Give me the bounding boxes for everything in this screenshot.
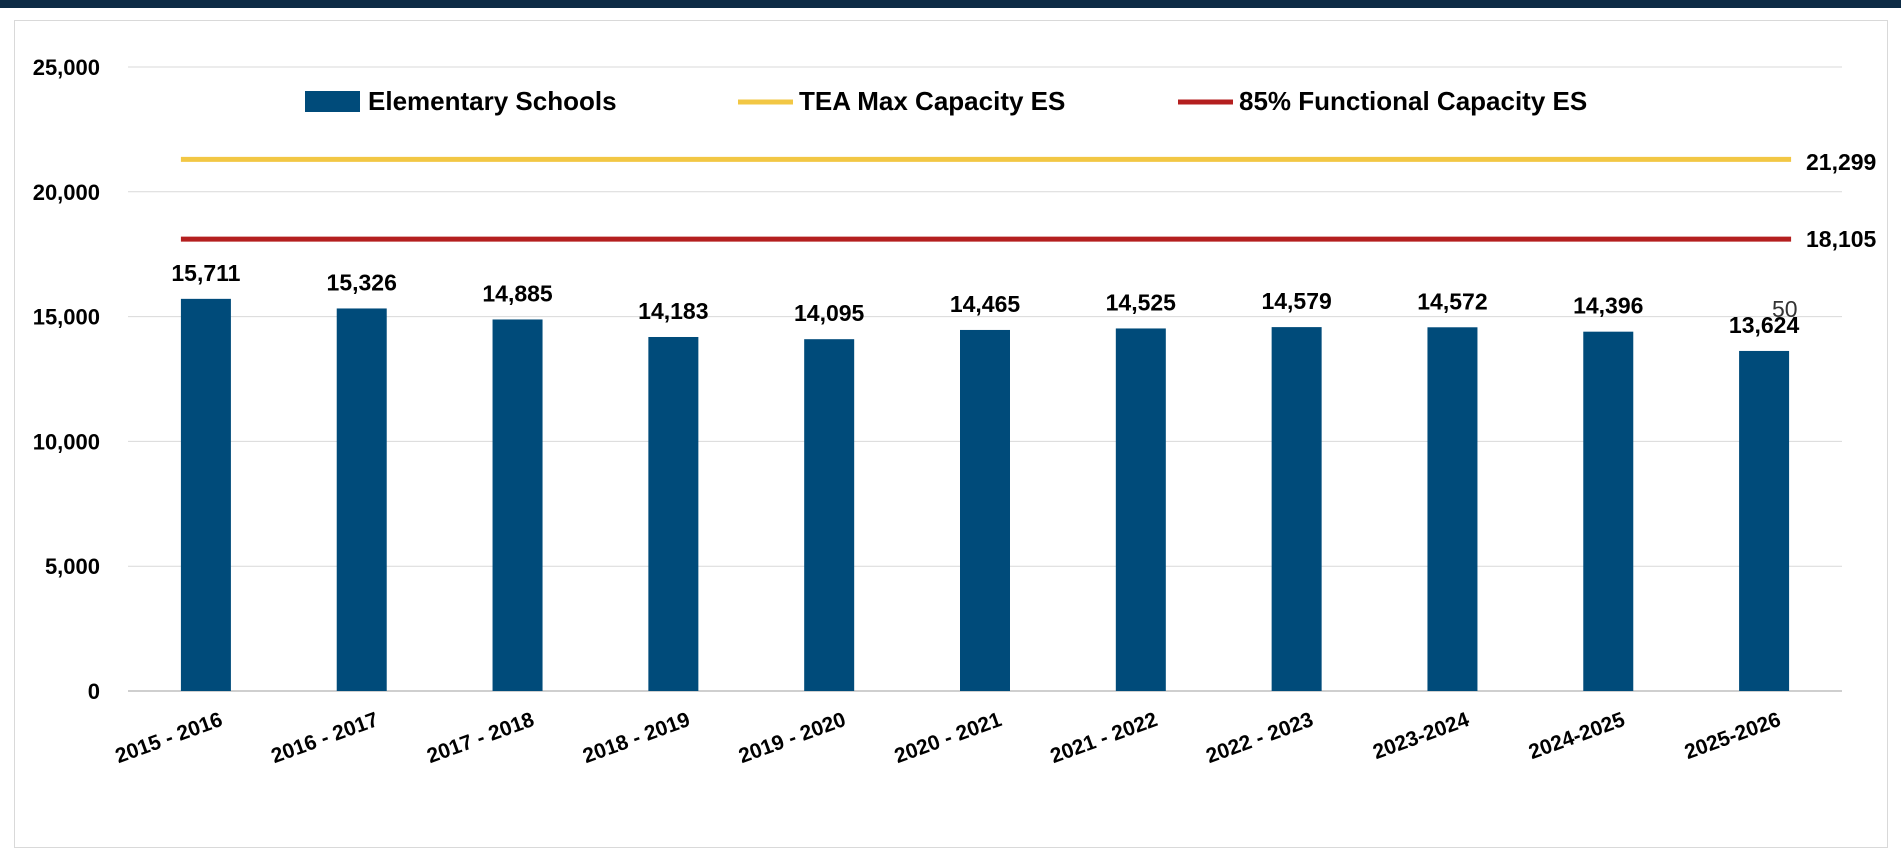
legend-label-elementary-schools: Elementary Schools bbox=[368, 86, 617, 116]
bar-10 bbox=[1739, 350, 1790, 691]
legend-label-tea-max: TEA Max Capacity ES bbox=[799, 86, 1065, 116]
y-tick-label: 10,000 bbox=[33, 429, 100, 454]
bar-1 bbox=[336, 308, 387, 691]
legend: Elementary Schools TEA Max Capacity ES 8… bbox=[305, 86, 1587, 116]
y-tick-label: 5,000 bbox=[45, 554, 100, 579]
x-tick-label: 2016 - 2017 bbox=[268, 708, 381, 768]
y-axis-ticks: 0 5,000 10,000 15,000 20,000 25,000 bbox=[33, 55, 100, 704]
bar-value-label: 14,579 bbox=[1261, 288, 1331, 314]
y-tick-label: 20,000 bbox=[33, 180, 100, 205]
bar-value-label: 15,326 bbox=[327, 269, 397, 295]
bar-3 bbox=[648, 336, 699, 691]
x-tick-label: 2024-2025 bbox=[1526, 708, 1629, 764]
top-band bbox=[0, 0, 1901, 8]
y-tick-label: 15,000 bbox=[33, 305, 100, 330]
x-tick-label: 2017 - 2018 bbox=[424, 708, 538, 768]
x-tick-label: 2023-2024 bbox=[1370, 708, 1473, 764]
x-tick-label: 2020 - 2021 bbox=[891, 708, 1005, 768]
legend-label-functional-capacity: 85% Functional Capacity ES bbox=[1239, 86, 1587, 116]
bar-2 bbox=[492, 319, 543, 691]
end-label-tea-max: 21,299 bbox=[1806, 149, 1876, 175]
bar-value-label: 13,624 bbox=[1729, 312, 1800, 338]
bar-value-label: 14,396 bbox=[1573, 293, 1643, 319]
end-label-functional-capacity: 18,105 bbox=[1806, 226, 1877, 252]
bar-value-label: 14,525 bbox=[1106, 289, 1177, 315]
bar-value-label: 15,711 bbox=[171, 260, 240, 286]
x-tick-label: 2025-2026 bbox=[1682, 708, 1784, 764]
capacity-lines bbox=[180, 156, 1792, 242]
bar-5 bbox=[960, 329, 1010, 691]
stray-annotation: 50 bbox=[1772, 296, 1798, 322]
x-tick-label: 2018 - 2019 bbox=[580, 708, 693, 768]
x-axis-ticks: 2015 - 2016 2016 - 2017 2017 - 2018 2018 - … bbox=[112, 708, 1783, 768]
x-tick-label: 2021 - 2022 bbox=[1047, 708, 1160, 768]
bar-value-label: 14,465 bbox=[950, 291, 1021, 317]
bar-0 bbox=[180, 298, 231, 691]
x-tick-label: 2015 - 2016 bbox=[112, 708, 225, 768]
bar-8 bbox=[1427, 327, 1478, 691]
bars bbox=[180, 298, 1790, 691]
bar-value-label: 14,885 bbox=[482, 280, 553, 306]
bar-4 bbox=[804, 339, 855, 691]
bar-9 bbox=[1583, 331, 1634, 691]
bar-value-label: 14,572 bbox=[1417, 288, 1487, 314]
data-labels: 15,711 15,326 14,885 14,183 14,095 14,465 14,5… bbox=[171, 260, 1799, 338]
y-tick-label: 25,000 bbox=[33, 55, 100, 80]
y-tick-label: 0 bbox=[88, 679, 100, 704]
bar-6 bbox=[1115, 328, 1166, 691]
bar-7 bbox=[1271, 327, 1322, 691]
x-tick-label: 2019 - 2020 bbox=[736, 708, 849, 768]
bar-value-label: 14,183 bbox=[638, 298, 708, 324]
legend-swatch-elementary-schools bbox=[305, 91, 360, 112]
bar-value-label: 14,095 bbox=[794, 300, 865, 326]
x-tick-label: 2022 - 2023 bbox=[1203, 708, 1316, 768]
